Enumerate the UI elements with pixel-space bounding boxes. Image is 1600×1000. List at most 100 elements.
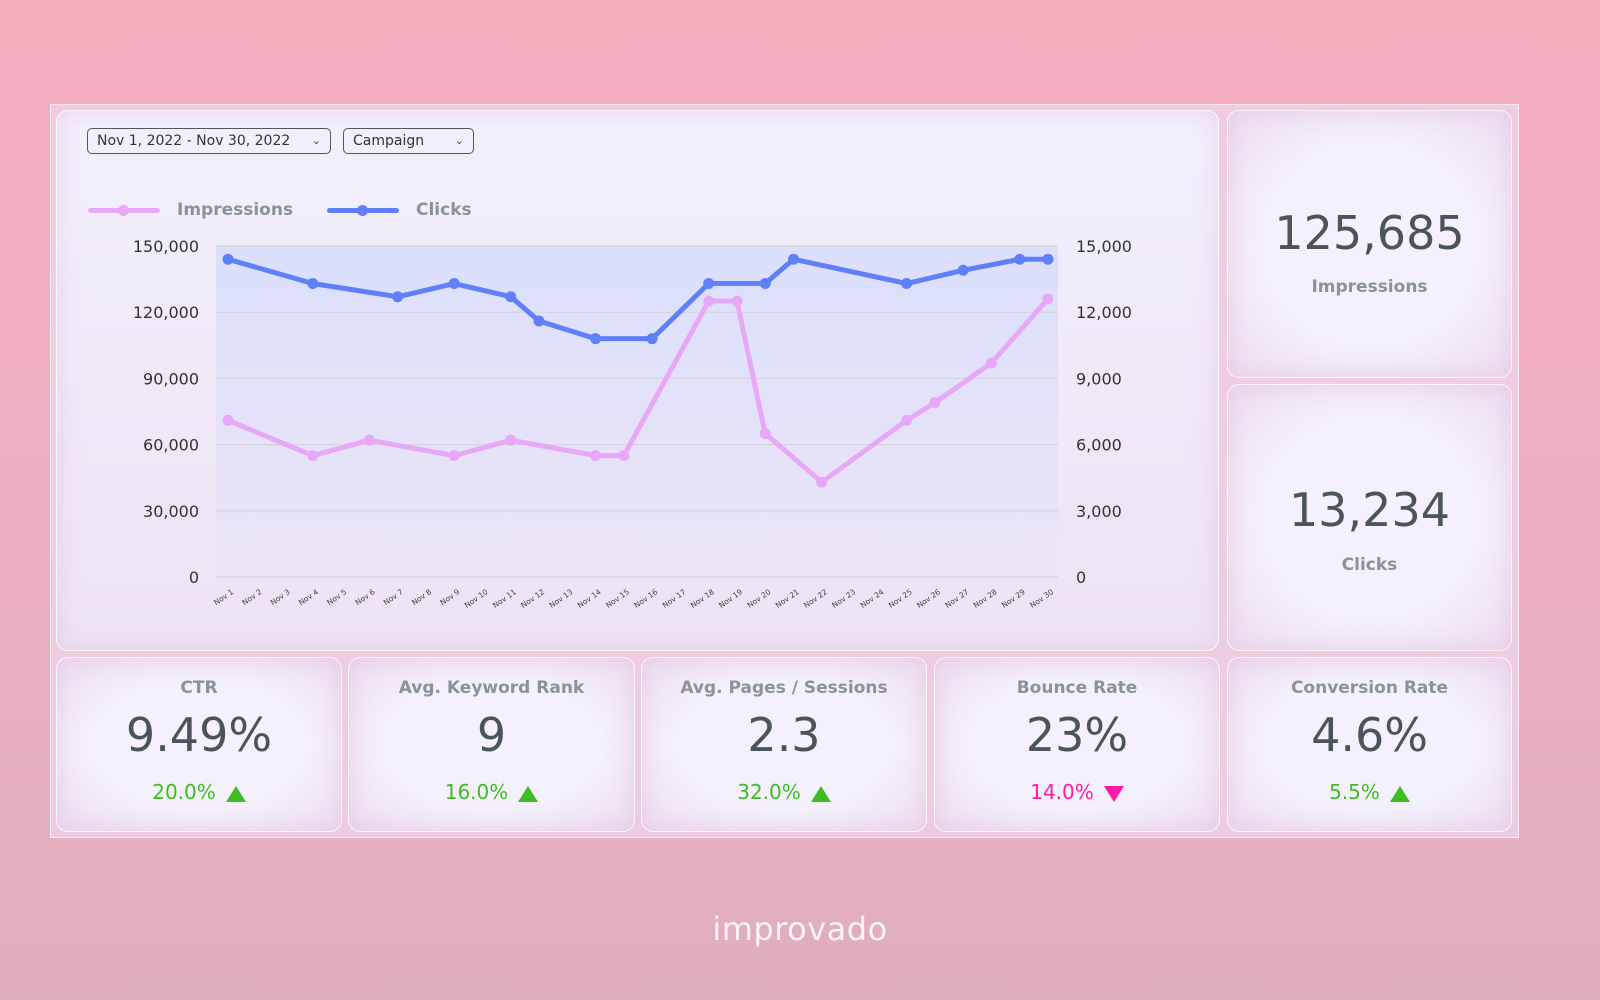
y-right-tick-label: 6,000 xyxy=(1076,436,1122,455)
line-chart: 0 30,000 60,000 90,000 120,000 150,000 0 3,000… xyxy=(133,237,1132,610)
y-left-tick-label: 120,000 xyxy=(133,303,199,322)
plot-area xyxy=(216,246,1058,577)
impressions-point[interactable] xyxy=(901,414,913,426)
clicks-point[interactable] xyxy=(590,333,602,345)
clicks-point[interactable] xyxy=(759,278,771,290)
clicks-point[interactable] xyxy=(703,278,715,290)
y-left-tick-label: 60,000 xyxy=(143,436,199,455)
clicks-point[interactable] xyxy=(646,333,658,345)
impressions-point[interactable] xyxy=(816,476,828,488)
impressions-point[interactable] xyxy=(703,295,715,307)
chevron-down-icon: ⌄ xyxy=(311,134,321,147)
impressions-point[interactable] xyxy=(505,434,517,446)
date-range-value: Nov 1, 2022 - Nov 30, 2022 xyxy=(97,133,291,149)
x-tick-label: Nov 12 xyxy=(519,587,546,610)
x-tick-label: Nov 15 xyxy=(604,587,631,610)
kpi-value: 9.49% xyxy=(125,708,273,762)
date-range-dropdown[interactable]: Nov 1, 2022 - Nov 30, 2022 ⌄ xyxy=(87,128,331,154)
kpi-change: 14.0% xyxy=(935,780,1219,804)
impressions-point[interactable] xyxy=(1042,293,1054,305)
x-tick-label: Nov 8 xyxy=(410,587,433,607)
impressions-point[interactable] xyxy=(759,428,771,440)
kpi-title: CTR xyxy=(180,678,218,698)
x-tick-label: Nov 5 xyxy=(325,587,348,607)
campaign-dropdown[interactable]: Campaign ⌄ xyxy=(343,128,474,154)
improvado-logo: improvado xyxy=(712,910,888,948)
kpi-change-value: 5.5% xyxy=(1329,780,1380,804)
y-left-tick-label: 0 xyxy=(189,568,199,587)
kpi-change-value: 16.0% xyxy=(444,780,509,804)
x-tick-label: Nov 22 xyxy=(802,587,829,610)
kpi-title: Avg. Pages / Sessions xyxy=(680,678,888,698)
impressions-point[interactable] xyxy=(590,450,602,462)
x-tick-label: Nov 29 xyxy=(1000,587,1027,610)
clicks-point[interactable] xyxy=(1042,253,1054,265)
kpi-card: CTR 9.49% 20.0% xyxy=(56,657,342,832)
y-right-tick-label: 3,000 xyxy=(1076,502,1122,521)
x-tick-label: Nov 28 xyxy=(972,587,999,610)
clicks-point[interactable] xyxy=(448,278,460,290)
impressions-point[interactable] xyxy=(222,414,234,426)
clicks-legend-label: Clicks xyxy=(416,200,472,220)
y-left-tick-label: 150,000 xyxy=(133,237,199,256)
x-tick-label: Nov 3 xyxy=(269,587,292,607)
impressions-point[interactable] xyxy=(448,450,460,462)
clicks-total-value: 13,234 xyxy=(1289,483,1450,537)
clicks-point[interactable] xyxy=(392,291,404,303)
kpi-value: 23% xyxy=(1025,708,1129,762)
clicks-point[interactable] xyxy=(505,291,517,303)
kpi-value: 4.6% xyxy=(1311,708,1428,762)
clicks-total-label: Clicks xyxy=(1341,555,1398,575)
x-tick-label: Nov 23 xyxy=(830,587,857,610)
impressions-point[interactable] xyxy=(307,450,319,462)
triangle-up-icon xyxy=(810,785,831,802)
clicks-total-card: 13,234 Clicks xyxy=(1227,384,1512,651)
impressions-point[interactable] xyxy=(985,357,997,369)
kpi-change-value: 32.0% xyxy=(737,780,801,804)
x-tick-label: Nov 18 xyxy=(689,587,716,610)
clicks-point[interactable] xyxy=(788,253,800,265)
x-tick-label: Nov 1 xyxy=(212,587,235,607)
x-tick-label: Nov 26 xyxy=(915,587,942,610)
clicks-point[interactable] xyxy=(307,278,319,290)
kpi-card: Avg. Keyword Rank 9 16.0% xyxy=(348,657,635,832)
kpi-card: Bounce Rate 23% 14.0% xyxy=(934,657,1220,832)
kpi-value: 9 xyxy=(476,708,507,762)
triangle-down-icon xyxy=(1103,785,1124,802)
x-tick-label: Nov 21 xyxy=(774,587,801,610)
triangle-up-icon xyxy=(518,785,539,802)
clicks-point[interactable] xyxy=(1014,253,1026,265)
clicks-point[interactable] xyxy=(533,315,545,327)
y-left-tick-label: 30,000 xyxy=(143,502,199,521)
y-right-tick-label: 0 xyxy=(1076,568,1086,587)
kpi-change: 16.0% xyxy=(349,780,634,804)
triangle-up-icon xyxy=(225,785,246,802)
x-tick-label: Nov 2 xyxy=(240,587,263,607)
x-tick-label: Nov 30 xyxy=(1028,587,1055,610)
impressions-point[interactable] xyxy=(929,397,941,409)
impressions-total-label: Impressions xyxy=(1311,277,1428,297)
x-tick-label: Nov 13 xyxy=(548,587,575,610)
clicks-point[interactable] xyxy=(901,278,913,290)
kpi-title: Avg. Keyword Rank xyxy=(398,678,585,698)
kpi-change: 5.5% xyxy=(1228,780,1511,804)
impressions-point[interactable] xyxy=(618,450,630,462)
x-tick-label: Nov 14 xyxy=(576,587,603,610)
kpi-title: Bounce Rate xyxy=(1016,678,1138,698)
chevron-down-icon: ⌄ xyxy=(454,134,464,147)
clicks-point[interactable] xyxy=(957,264,969,276)
x-tick-label: Nov 11 xyxy=(491,587,518,610)
campaign-value: Campaign xyxy=(353,133,425,149)
clicks-legend-marker xyxy=(357,205,368,216)
impressions-point[interactable] xyxy=(363,434,375,446)
impressions-point[interactable] xyxy=(731,295,743,307)
x-tick-label: Nov 17 xyxy=(661,587,688,610)
y-right-tick-label: 12,000 xyxy=(1076,303,1132,322)
impressions-legend-marker xyxy=(118,205,129,216)
kpi-title: Conversion Rate xyxy=(1290,678,1449,698)
x-tick-label: Nov 27 xyxy=(943,587,970,610)
x-tick-label: Nov 10 xyxy=(463,587,490,610)
clicks-point[interactable] xyxy=(222,253,234,265)
impressions-total-value: 125,685 xyxy=(1274,206,1465,260)
x-tick-label: Nov 7 xyxy=(382,587,405,607)
